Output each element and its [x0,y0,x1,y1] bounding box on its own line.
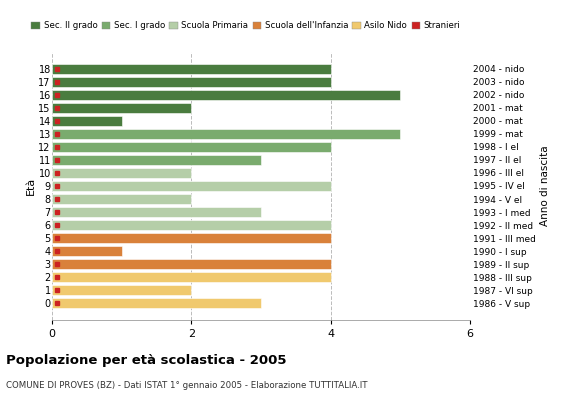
Bar [52,77,331,86]
Bar [52,246,122,256]
Y-axis label: Anno di nascita: Anno di nascita [539,146,550,226]
Bar [52,103,191,112]
Bar [52,272,331,282]
Bar [52,207,261,217]
Bar [52,116,122,126]
Bar [52,142,331,152]
Y-axis label: Età: Età [26,177,35,195]
Bar [52,220,331,230]
Bar [52,64,331,74]
Bar [52,286,191,295]
Bar [52,168,191,178]
Bar [52,181,331,191]
Bar [52,90,400,100]
Text: COMUNE DI PROVES (BZ) - Dati ISTAT 1° gennaio 2005 - Elaborazione TUTTITALIA.IT: COMUNE DI PROVES (BZ) - Dati ISTAT 1° ge… [6,381,367,390]
Bar [52,233,331,243]
Bar [52,194,191,204]
Bar [52,260,331,269]
Bar [52,129,400,139]
Text: Popolazione per età scolastica - 2005: Popolazione per età scolastica - 2005 [6,354,287,367]
Bar [52,155,261,165]
Legend: Sec. II grado, Sec. I grado, Scuola Primaria, Scuola dell'Infanzia, Asilo Nido, : Sec. II grado, Sec. I grado, Scuola Prim… [31,22,461,30]
Bar [52,298,261,308]
